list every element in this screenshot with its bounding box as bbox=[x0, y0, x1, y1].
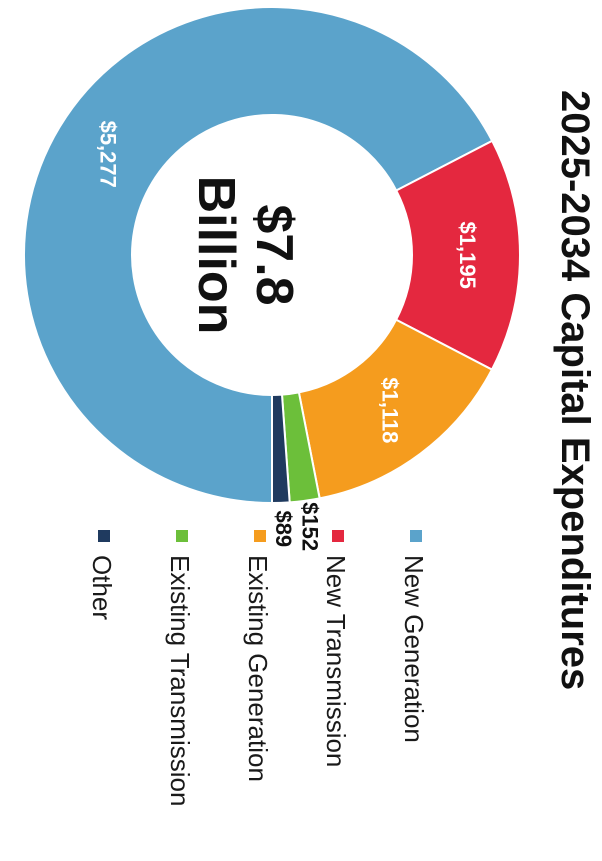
data-label-existing-transmission: $152 bbox=[297, 502, 322, 551]
center-label-unit: Billion bbox=[187, 176, 245, 335]
legend-swatch-existing-transmission bbox=[176, 530, 188, 542]
legend-label-other: Other bbox=[87, 555, 117, 620]
legend-label-existing-generation: Existing Generation bbox=[243, 555, 273, 782]
legend-swatch-existing-generation bbox=[254, 530, 266, 542]
data-label-new-transmission: $1,195 bbox=[455, 222, 480, 289]
legend-label-existing-transmission: Existing Transmission bbox=[165, 555, 195, 806]
legend: New Generation New Transmission Existing G… bbox=[87, 530, 429, 806]
legend-swatch-new-generation bbox=[410, 530, 422, 542]
legend-label-new-generation: New Generation bbox=[399, 555, 429, 743]
legend-label-new-transmission: New Transmission bbox=[321, 555, 351, 767]
center-label-amount: $7.8 bbox=[245, 204, 303, 305]
data-label-existing-generation: $1,118 bbox=[377, 377, 402, 443]
legend-swatch-new-transmission bbox=[332, 530, 344, 542]
data-label-new-generation: $5,277 bbox=[95, 121, 120, 188]
chart-title: 2025-2034 Capital Expenditures bbox=[553, 90, 597, 690]
data-label-other: $89 bbox=[271, 510, 296, 547]
legend-swatch-other bbox=[98, 530, 110, 542]
